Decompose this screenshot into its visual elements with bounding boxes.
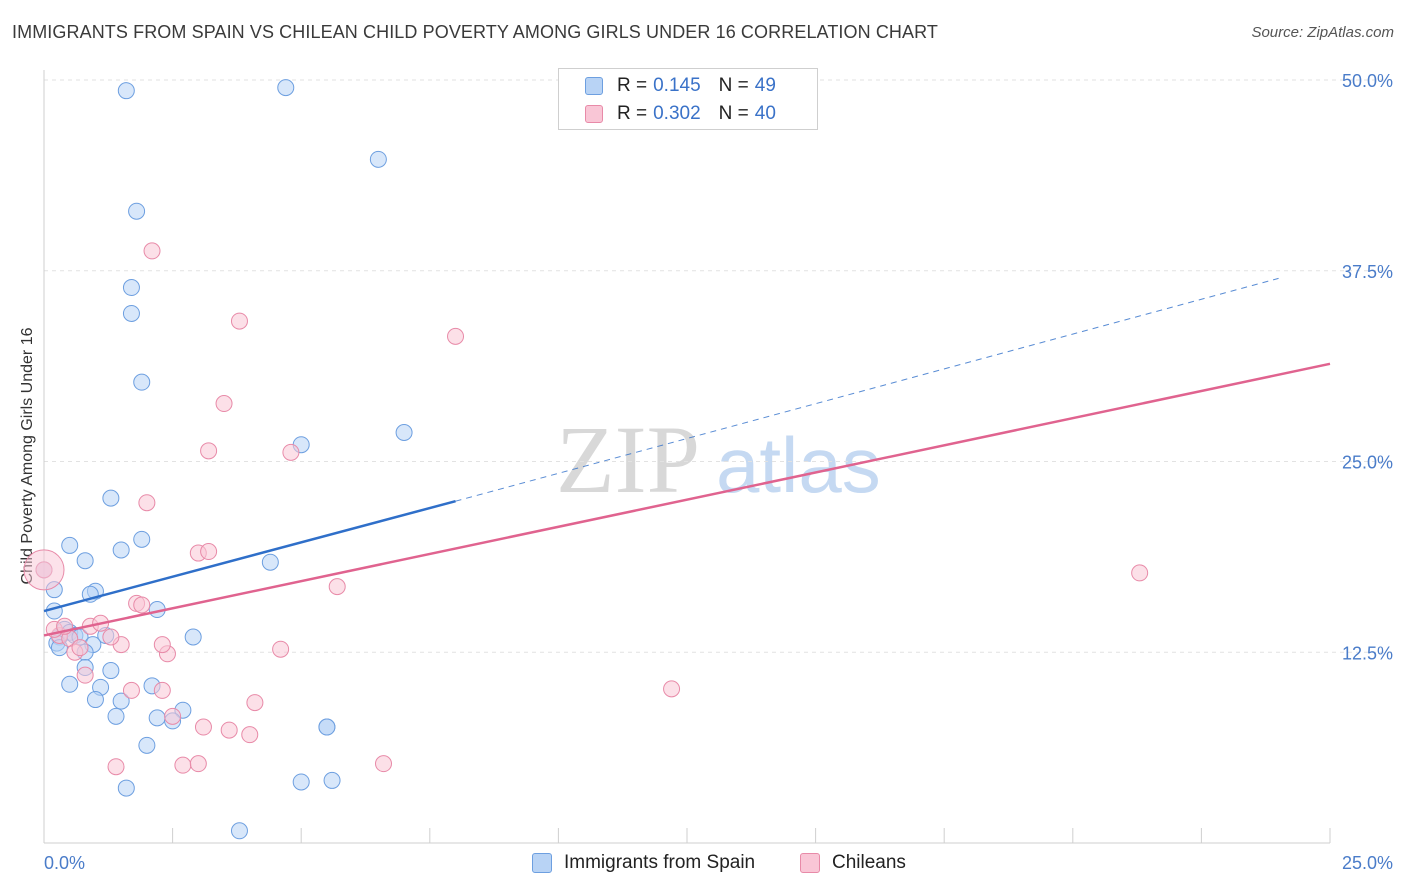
- data-point: [122, 681, 140, 699]
- data-point: [112, 541, 130, 559]
- data-point: [395, 424, 413, 442]
- data-point: [61, 675, 79, 693]
- data-point: [174, 756, 192, 774]
- y-tick-label: 12.5%: [1342, 643, 1393, 663]
- y-axis-label: Child Poverty Among Girls Under 16: [19, 327, 36, 584]
- data-point: [133, 530, 151, 548]
- data-point: [112, 692, 130, 710]
- data-point: [318, 718, 336, 736]
- trend-lines: [43, 277, 1331, 637]
- source-label: Source: ZipAtlas.com: [1251, 24, 1394, 41]
- data-point: [76, 666, 94, 684]
- y-tick-label: 25.0%: [1342, 453, 1393, 473]
- data-point: [102, 662, 120, 680]
- data-point: [272, 640, 290, 658]
- data-point: [230, 312, 248, 330]
- y-tick-label: 37.5%: [1342, 262, 1393, 282]
- data-point: [138, 494, 156, 512]
- watermark-zip: ZIP: [556, 406, 700, 513]
- legend-swatch-blue: [532, 853, 552, 873]
- legend-r-value: 0.145: [653, 75, 701, 96]
- x-tick-label-max: 25.0%: [1342, 853, 1393, 873]
- data-point: [71, 639, 89, 657]
- legend-swatch-pink: [800, 853, 820, 873]
- data-point: [663, 680, 681, 698]
- y-tick-labels: 12.5% 25.0% 37.5% 50.0%: [1342, 71, 1393, 663]
- data-point: [184, 628, 202, 646]
- data-point: [369, 150, 387, 168]
- chart-title: IMMIGRANTS FROM SPAIN VS CHILEAN CHILD P…: [12, 22, 938, 42]
- legend-label-spain: Immigrants from Spain: [564, 852, 756, 873]
- bottom-legend-chileans: Chileans: [800, 852, 906, 874]
- data-point-cluster: [23, 549, 65, 591]
- data-point: [323, 771, 341, 789]
- data-point: [328, 578, 346, 596]
- x-tick-marks: [43, 828, 1331, 843]
- gridlines: [44, 79, 1393, 653]
- data-point: [282, 443, 300, 461]
- data-point: [200, 543, 218, 561]
- y-tick-label: 50.0%: [1342, 71, 1393, 91]
- legend-r-label: R =: [617, 75, 648, 96]
- data-point: [153, 636, 171, 654]
- legend-n-label: N =: [718, 103, 749, 124]
- legend-swatch-pink: [585, 105, 603, 123]
- series-chileans: [23, 242, 1149, 776]
- legend-n-label: N =: [718, 75, 749, 96]
- data-point: [292, 773, 310, 791]
- data-point: [122, 304, 140, 322]
- data-point: [122, 279, 140, 297]
- data-point: [246, 694, 264, 712]
- legend-swatch-blue: [585, 77, 603, 95]
- data-point: [143, 242, 161, 260]
- data-point: [107, 758, 125, 776]
- x-tick-label-min: 0.0%: [44, 853, 85, 873]
- data-point: [447, 327, 465, 345]
- legend-r-value: 0.302: [653, 103, 701, 124]
- data-point: [220, 721, 238, 739]
- data-point: [261, 553, 279, 571]
- data-point: [230, 822, 248, 840]
- data-point: [375, 755, 393, 773]
- data-point: [133, 373, 151, 391]
- data-point: [128, 202, 146, 220]
- data-point: [61, 536, 79, 554]
- data-point: [164, 707, 182, 725]
- data-point: [194, 718, 212, 736]
- data-point: [138, 736, 156, 754]
- trend-line-chileans: [43, 362, 1331, 637]
- trend-line-spain: [43, 499, 456, 613]
- bottom-legend-spain: Immigrants from Spain: [532, 852, 755, 874]
- data-point: [200, 442, 218, 460]
- legend-n-value: 49: [754, 75, 776, 96]
- legend-n-value: 40: [754, 103, 776, 124]
- data-point: [153, 681, 171, 699]
- legend-r-label: R =: [617, 103, 648, 124]
- legend-row-spain: R = 0.145 N = 49: [585, 73, 776, 99]
- data-point: [102, 489, 120, 507]
- data-point: [215, 395, 233, 413]
- data-point: [117, 82, 135, 100]
- data-point: [86, 691, 104, 709]
- legend-row-chileans: R = 0.302 N = 40: [585, 101, 776, 127]
- legend-label-chileans: Chileans: [832, 852, 906, 873]
- data-point: [117, 779, 135, 797]
- correlation-legend: R = 0.145 N = 49 R = 0.302 N = 40: [558, 68, 818, 130]
- data-point: [107, 707, 125, 725]
- data-point: [241, 726, 259, 744]
- data-point: [76, 552, 94, 570]
- data-point: [189, 755, 207, 773]
- data-point: [148, 709, 166, 727]
- data-point: [133, 596, 151, 614]
- data-point: [1131, 564, 1149, 582]
- data-point: [102, 628, 120, 646]
- data-point: [277, 79, 295, 97]
